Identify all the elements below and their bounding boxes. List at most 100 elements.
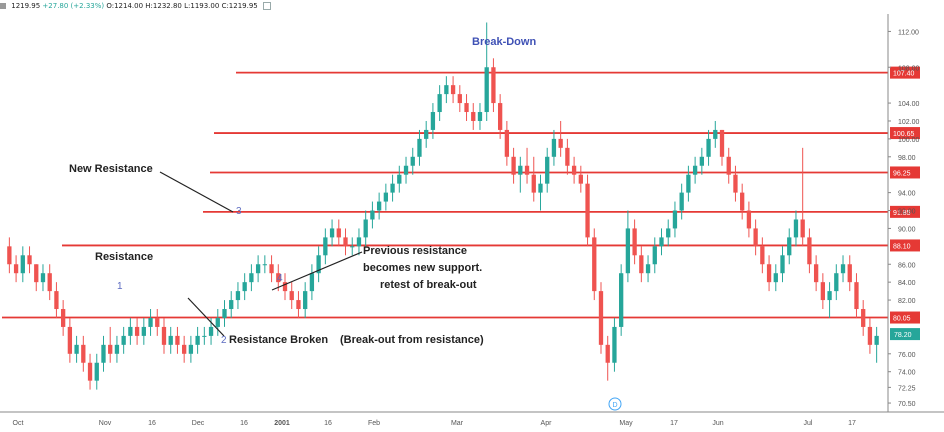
candle-body (686, 174, 691, 193)
candle-body (558, 138, 563, 148)
candle-body (464, 103, 469, 113)
candle-body (746, 210, 752, 229)
level-badge-label: 80.05 (893, 316, 911, 323)
x-tick-label: 2001 (274, 420, 290, 427)
candle-body (430, 112, 436, 130)
candle-body (511, 156, 516, 175)
candle-body (316, 255, 321, 274)
candle-body (740, 192, 745, 211)
candle-body (726, 156, 731, 175)
y-tick-label: 108.00 (898, 65, 920, 72)
y-tick-label: 104.00 (898, 101, 920, 108)
y-tick-label: 102.00 (898, 119, 920, 126)
candle-body (323, 237, 328, 256)
candle-body (437, 94, 442, 113)
level-badge-label: 100.65 (893, 131, 915, 138)
candle-body (847, 264, 852, 283)
candle-body (34, 264, 39, 283)
candle-body (773, 273, 778, 283)
candle-body (504, 129, 510, 157)
candle-body (329, 228, 335, 238)
candle-body (834, 273, 839, 292)
candle-body (403, 165, 409, 175)
candle-body (538, 183, 543, 193)
candle-body (296, 300, 301, 310)
event-marker-letter: D (613, 402, 618, 409)
candle-body (524, 165, 530, 175)
ohlc-price: 1219.95 (11, 2, 41, 10)
last-price-badge (890, 328, 920, 341)
previous-resistance-line1: Previous resistance (363, 245, 467, 257)
candle-body (195, 335, 200, 345)
candle-body (363, 219, 368, 238)
previous-resistance-line3: retest of break-out (380, 279, 477, 291)
candle-body (134, 326, 140, 336)
candle-body (699, 156, 704, 166)
candle-body (598, 291, 604, 345)
candle-body (20, 255, 25, 274)
candle-body (282, 282, 288, 292)
price-axis: 112.00 108.00 104.00 102.00 100.00 98.00 94.00… (887, 14, 920, 412)
ohlc-header: 1219.95 +27.80 (+2.33%) O:1214.00 H:1232… (0, 2, 271, 10)
candle-body (54, 291, 59, 310)
candle-body (807, 237, 812, 265)
candle-body (336, 228, 341, 238)
candle-body (457, 94, 462, 104)
candle-body (303, 291, 308, 310)
candle-body (733, 174, 738, 193)
candle-body (760, 246, 765, 265)
y-tick-label: 70.50 (898, 401, 916, 408)
candle-body (619, 273, 624, 327)
settings-icon[interactable] (263, 2, 271, 10)
x-tick-label: Nov (99, 420, 112, 427)
level-badge-label: 88.10 (893, 243, 911, 250)
ohlc-low: L:1193.00 (184, 2, 220, 10)
marker-1: 1 (117, 281, 123, 292)
resistance-broken-label: Resistance Broken (229, 334, 328, 346)
candle-body (713, 129, 718, 139)
candle-body (874, 335, 879, 345)
candle-body (471, 112, 476, 121)
candle-body (269, 264, 274, 274)
level-badge (890, 66, 920, 79)
event-marker-icon[interactable] (608, 397, 622, 411)
candle-body (692, 165, 698, 175)
candle-body (215, 317, 220, 327)
candle-body (444, 85, 449, 95)
candle-body (854, 282, 859, 310)
candle-body (343, 237, 348, 247)
candle-body (612, 326, 617, 363)
breakout-note-label: (Break-out from resistance) (340, 334, 484, 346)
candle-body (706, 138, 711, 157)
candle-body (376, 201, 382, 211)
y-tick-label: 98.00 (898, 155, 916, 162)
candle-body (766, 264, 772, 283)
y-tick-label: 92.00 (898, 209, 916, 216)
candle-body (753, 228, 758, 247)
candle-body (40, 273, 46, 283)
resistance-broken-pointer (187, 297, 225, 337)
y-tick-label: 100.00 (898, 137, 920, 144)
candle-body (424, 129, 429, 139)
breakdown-label: Break-Down (472, 36, 536, 48)
last-price-label: 78.20 (894, 332, 912, 339)
candle-body (81, 344, 86, 363)
candle-body (229, 300, 234, 310)
candle-body (289, 291, 294, 301)
candles (7, 22, 879, 390)
candle-body (255, 264, 261, 274)
y-tick-label: 74.00 (898, 370, 916, 377)
x-tick-label: Jul (804, 420, 813, 427)
candle-body (148, 317, 153, 327)
annotation-lines (159, 171, 363, 337)
candle-body (168, 335, 173, 345)
level-badge (890, 127, 920, 140)
candle-body (450, 85, 456, 95)
resistance-label: Resistance (95, 251, 153, 263)
candle-body (484, 67, 489, 113)
candle-body (840, 264, 846, 274)
level-badge-label: 96.25 (893, 170, 911, 177)
candle-body (60, 309, 66, 327)
candle-body (128, 326, 133, 336)
